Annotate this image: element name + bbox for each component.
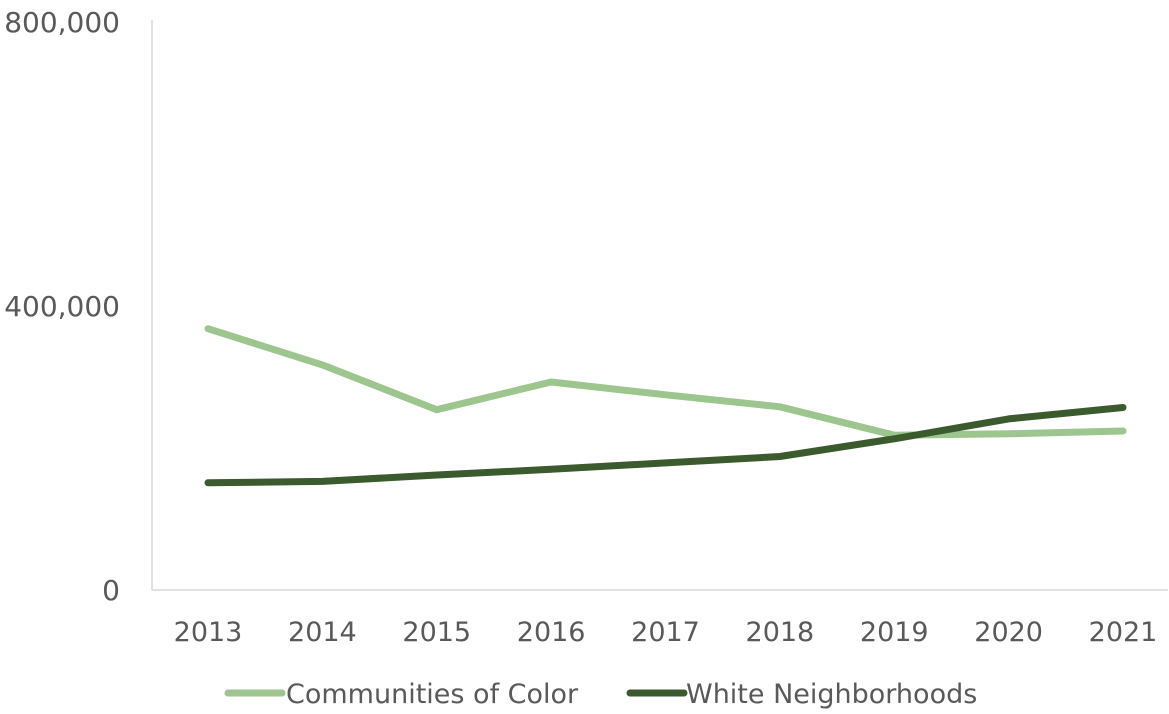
x-tick-label: 2015 (402, 617, 471, 648)
data-point (1122, 430, 1124, 432)
x-axis-tick-labels: 2013 2014 2015 2016 2017 2018 2019 2020 2021 (174, 617, 1158, 648)
x-tick-label: 2013 (174, 617, 243, 648)
data-point (436, 474, 438, 476)
data-point (779, 406, 781, 408)
data-point (665, 462, 666, 464)
legend-item: White Neighborhoods (626, 679, 977, 710)
series-line-1 (204, 404, 1127, 487)
data-point (1008, 418, 1010, 420)
y-tick-label: 800,000 (4, 6, 120, 39)
series-lines (204, 325, 1127, 487)
x-tick-label: 2018 (746, 617, 815, 648)
legend-label: Communities of Color (286, 679, 579, 710)
x-tick-label: 2016 (517, 617, 586, 648)
axes (151, 20, 1168, 591)
x-tick-label: 2014 (288, 617, 357, 648)
data-point (665, 394, 666, 396)
series-line-0 (204, 325, 1127, 439)
x-tick-label: 2019 (860, 617, 929, 648)
data-point (1008, 433, 1010, 435)
data-point (321, 480, 323, 482)
legend-label: White Neighborhoods (686, 679, 977, 710)
x-tick-label: 2017 (631, 617, 700, 648)
y-tick-label: 0 (102, 574, 120, 607)
data-point (207, 482, 209, 484)
x-tick-label: 2020 (974, 617, 1043, 648)
data-point (893, 438, 895, 440)
y-axis-tick-labels: 0 400,000 800,000 (4, 6, 120, 607)
y-tick-label: 400,000 (4, 290, 120, 323)
data-point (550, 468, 552, 470)
data-point (550, 381, 552, 383)
data-point (207, 328, 209, 330)
x-tick-label: 2021 (1089, 617, 1158, 648)
data-point (1122, 407, 1124, 409)
data-point (436, 409, 438, 411)
legend: Communities of Color White Neighborhoods (224, 679, 977, 710)
data-point (321, 364, 323, 366)
data-point (779, 456, 781, 458)
legend-item: Communities of Color (224, 679, 579, 710)
